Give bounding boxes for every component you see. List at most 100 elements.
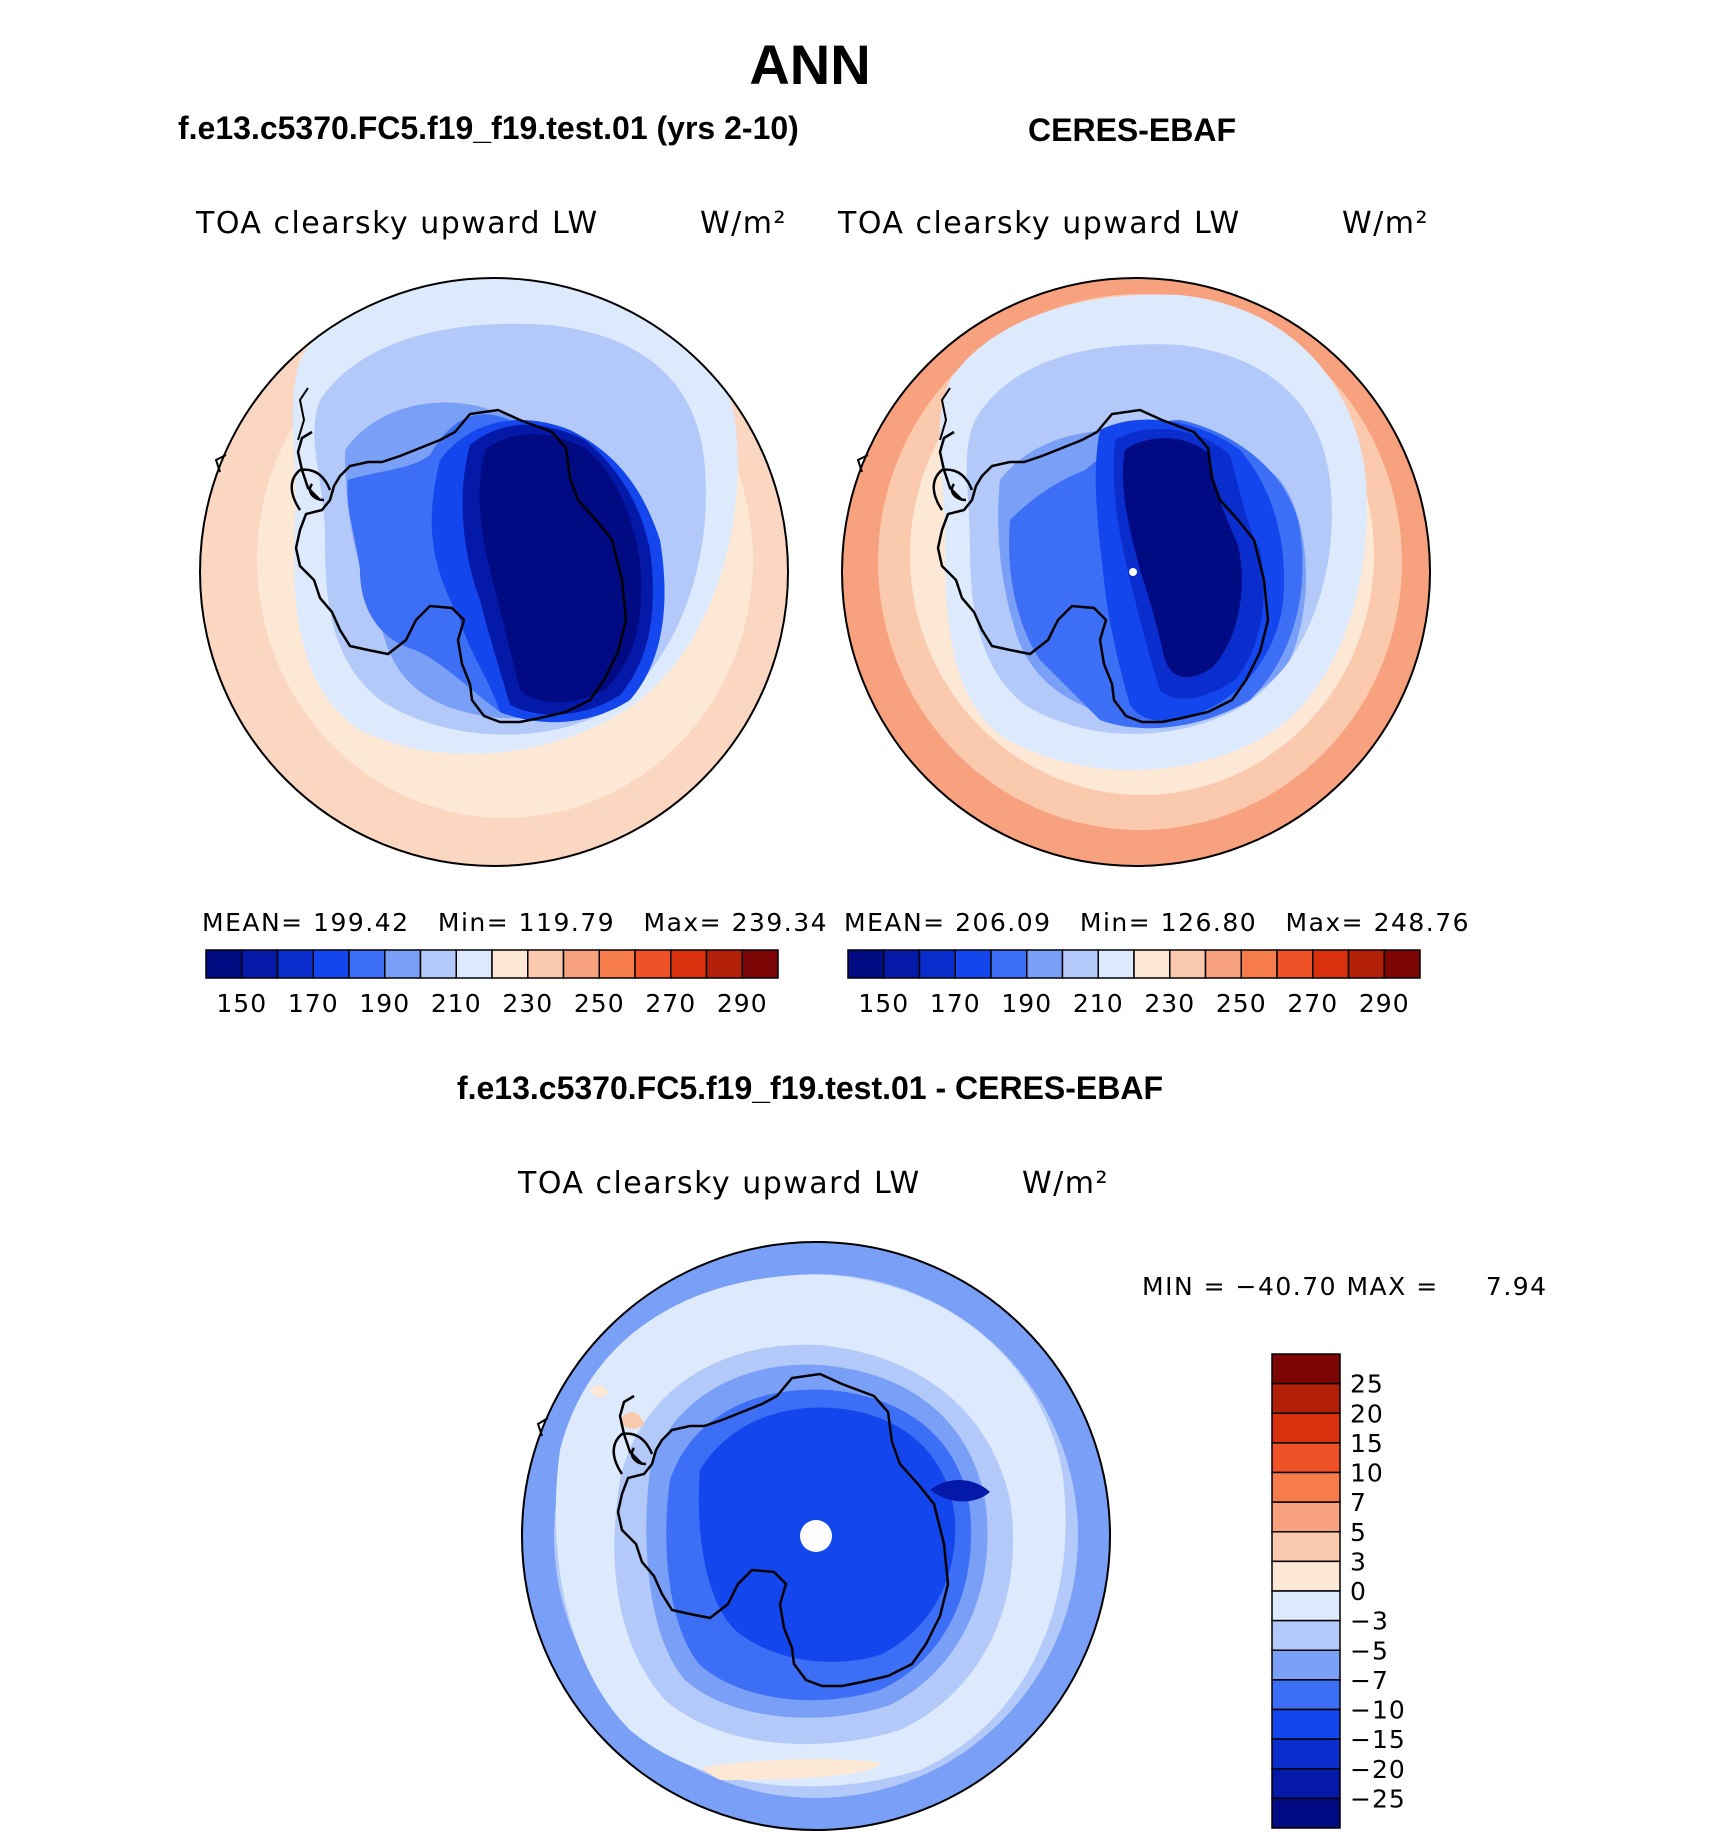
diff-colorbar-tick-label: −20 (1350, 1755, 1406, 1784)
diff-colorbar-tick-label: 15 (1350, 1429, 1384, 1458)
diff-colorbar-tick-label: 20 (1350, 1399, 1384, 1428)
right-max-value: 248.76 (1373, 908, 1471, 937)
right-units-label: W/m² (1342, 206, 1430, 241)
right-colorbar-swatch-2 (918, 949, 956, 979)
left-colorbar-swatch-10 (562, 949, 600, 979)
right-colorbar-swatch-3 (954, 949, 992, 979)
right-colorbar-swatch-5 (1026, 949, 1064, 979)
diff-colorbar-tick-label: 10 (1350, 1459, 1384, 1488)
left-colorbar-tick-label: 230 (502, 989, 553, 1018)
left-colorbar-swatch-7 (455, 949, 493, 979)
left-min-label: Min= (437, 908, 510, 937)
right-mean-value: 206.09 (955, 908, 1052, 937)
left-colorbar-swatch-14 (705, 949, 743, 979)
diff-colorbar-swatch-6 (1271, 1531, 1341, 1563)
right-colorbar-swatch-4 (990, 949, 1028, 979)
left-colorbar-swatch-2 (276, 949, 314, 979)
right-colorbar-tick-label: 250 (1216, 989, 1267, 1018)
left-colorbar-tick-label: 190 (359, 989, 410, 1018)
diff-colorbar-swatch-9 (1271, 1619, 1341, 1651)
diff-colorbar-tick-label: −5 (1350, 1636, 1389, 1665)
right-colorbar-tick-label: 190 (1001, 989, 1052, 1018)
left-colorbar-tick-label: 210 (431, 989, 482, 1018)
right-colorbar-tick-label: 230 (1144, 989, 1195, 1018)
left-colorbar-swatch-1 (241, 949, 279, 979)
diff-max-value: 7.94 (1485, 1272, 1548, 1301)
diff-colorbar-tick-label: 5 (1350, 1518, 1367, 1547)
diff-colorbar-swatch-0 (1271, 1353, 1341, 1385)
left-polar-map (199, 277, 789, 867)
left-colorbar-tick-label: 250 (574, 989, 625, 1018)
right-colorbar-swatch-14 (1347, 949, 1385, 979)
left-colorbar: 150 170 190 210 230 250 270 290 (205, 949, 779, 1018)
right-colorbar: 150 170 190 210 230 250 270 290 (847, 949, 1421, 1018)
right-colorbar-swatch-11 (1240, 949, 1278, 979)
right-variable-label: TOA clearsky upward LW (838, 206, 1241, 241)
diff-colorbar-swatch-12 (1271, 1708, 1341, 1740)
diff-colorbar-tick-label: −3 (1350, 1607, 1389, 1636)
right-colorbar-swatch-9 (1169, 949, 1207, 979)
diff-colorbar-swatch-2 (1271, 1412, 1341, 1444)
left-colorbar-swatch-6 (419, 949, 457, 979)
right-colorbar-swatch-13 (1312, 949, 1350, 979)
left-colorbar-swatch-0 (205, 949, 243, 979)
diff-colorbar-swatch-4 (1271, 1471, 1341, 1503)
right-colorbar-swatch-12 (1276, 949, 1314, 979)
diff-colorbar-tick-label: −7 (1350, 1666, 1389, 1695)
diff-colorbar-tick-label: 3 (1350, 1547, 1367, 1576)
right-colorbar-tick-label: 210 (1073, 989, 1124, 1018)
left-colorbar-swatch-9 (527, 949, 565, 979)
right-colorbar-swatch-7 (1097, 949, 1135, 979)
left-mean-value: 199.42 (313, 908, 410, 937)
right-colorbar-tick-label: 270 (1287, 989, 1338, 1018)
left-colorbar-tick-label: 290 (717, 989, 768, 1018)
diff-max-label: MAX = (1346, 1272, 1439, 1301)
diff-colorbar-swatch-10 (1271, 1649, 1341, 1681)
diff-colorbar-swatch-1 (1271, 1382, 1341, 1414)
diff-colorbar-tick-label: −25 (1350, 1784, 1406, 1813)
right-stats: MEAN= 206.09 Min= 126.80 Max= 248.76 (844, 908, 1470, 937)
left-colorbar-swatch-13 (670, 949, 708, 979)
left-units-label: W/m² (700, 206, 788, 241)
left-stats: MEAN= 199.42 Min= 119.79 Max= 239.34 (202, 908, 828, 937)
diff-min-value: −40.70 (1235, 1272, 1338, 1301)
diff-polar-map (521, 1241, 1111, 1831)
diff-colorbar-swatch-15 (1271, 1797, 1341, 1829)
right-colorbar-swatch-8 (1133, 949, 1171, 979)
left-min-value: 119.79 (518, 908, 616, 937)
diff-colorbar-swatch-14 (1271, 1768, 1341, 1800)
right-colorbar-swatch-0 (847, 949, 885, 979)
diff-variable-label: TOA clearsky upward LW (518, 1166, 921, 1201)
right-colorbar-swatch-6 (1061, 949, 1099, 979)
diff-colorbar-swatch-11 (1271, 1679, 1341, 1711)
left-colorbar-swatch-12 (634, 949, 672, 979)
diff-colorbar-swatch-13 (1271, 1738, 1341, 1770)
right-colorbar-tick-label: 290 (1359, 989, 1410, 1018)
main-title: ANN (749, 33, 871, 96)
diff-colorbar-tick-label: −15 (1350, 1725, 1406, 1754)
right-mean-label: MEAN= (844, 908, 946, 937)
left-colorbar-swatch-11 (598, 949, 636, 979)
left-colorbar-swatch-8 (491, 949, 529, 979)
left-colorbar-swatch-3 (312, 949, 350, 979)
diff-colorbar-swatch-7 (1271, 1560, 1341, 1592)
right-min-label: Min= (1079, 908, 1152, 937)
left-colorbar-tick-label: 270 (645, 989, 696, 1018)
right-colorbar-tick-label: 150 (858, 989, 909, 1018)
left-mean-label: MEAN= (202, 908, 304, 937)
diff-colorbar-swatch-8 (1271, 1590, 1341, 1622)
diff-colorbar-swatch-5 (1271, 1501, 1341, 1533)
left-case-title: f.e13.c5370.FC5.f19_f19.test.01 (yrs 2-1… (178, 110, 799, 146)
diff-colorbar-tick-label: 25 (1350, 1370, 1384, 1399)
left-max-label: Max= (643, 908, 723, 937)
left-colorbar-tick-label: 150 (216, 989, 267, 1018)
diff-colorbar-swatch-3 (1271, 1442, 1341, 1474)
left-colorbar-swatch-4 (348, 949, 386, 979)
right-colorbar-swatch-15 (1383, 949, 1421, 979)
diff-stats: MIN = −40.70 MAX = 7.94 (1142, 1272, 1548, 1301)
diff-colorbar-tick-label: −10 (1350, 1696, 1406, 1725)
diff-case-title: f.e13.c5370.FC5.f19_f19.test.01 - CERES-… (456, 1070, 1164, 1106)
right-colorbar-swatch-10 (1204, 949, 1242, 979)
left-variable-label: TOA clearsky upward LW (196, 206, 599, 241)
